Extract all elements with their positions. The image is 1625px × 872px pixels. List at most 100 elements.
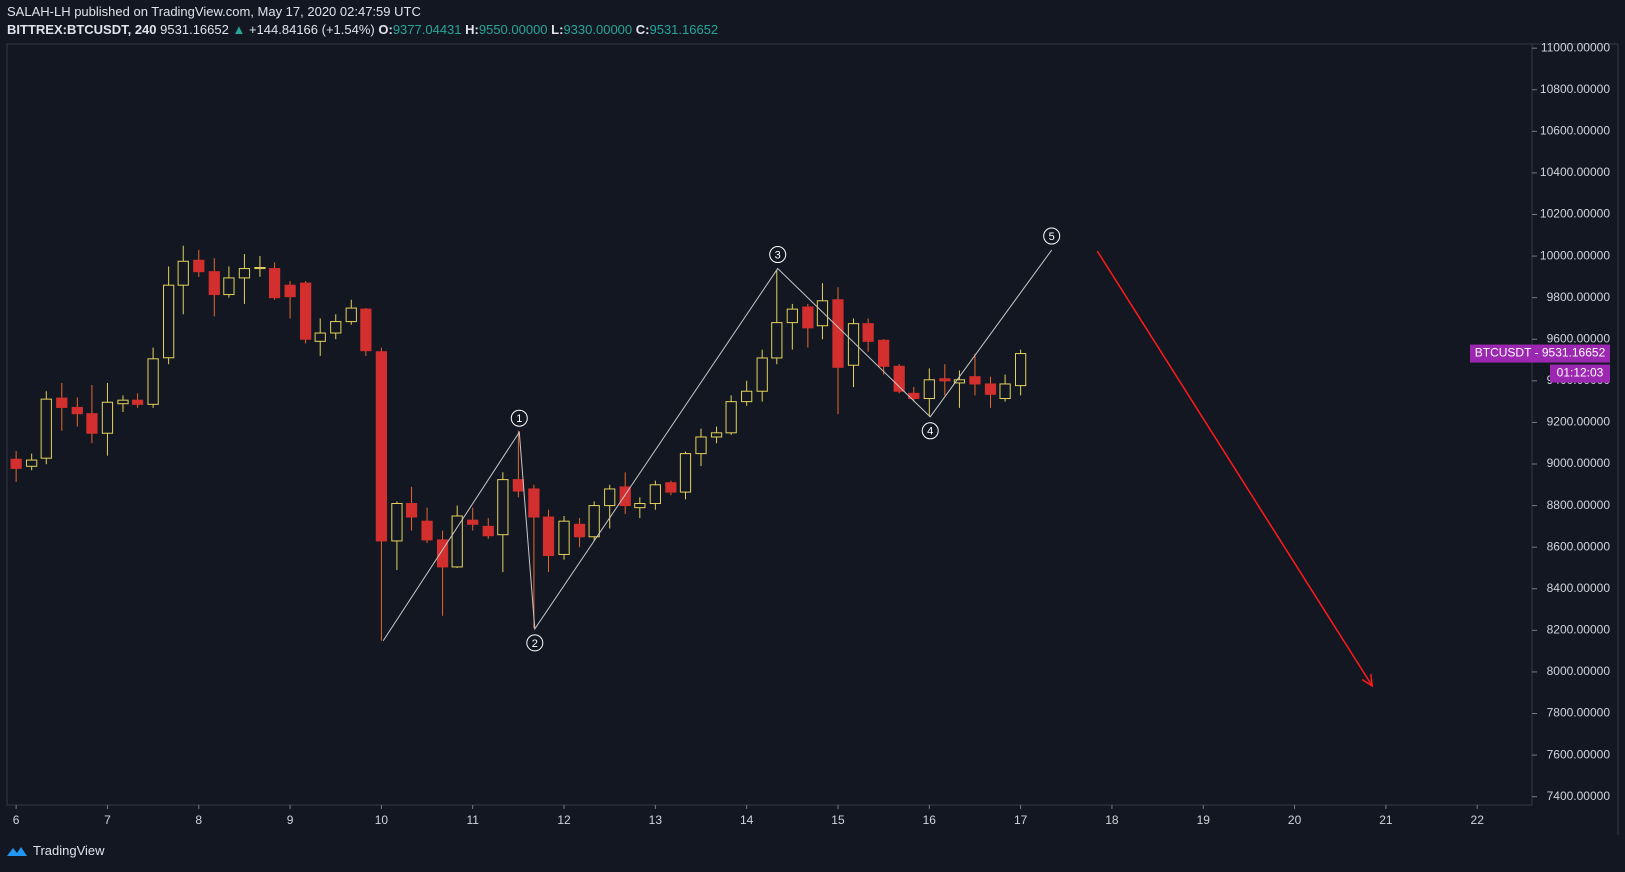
candle-body	[131, 399, 144, 405]
candle-body	[375, 351, 388, 542]
x-tick-label: 9	[287, 813, 294, 827]
candle-body	[528, 488, 540, 518]
candle-body	[71, 406, 83, 415]
x-tick-label: 15	[831, 813, 845, 827]
candle-body	[208, 271, 220, 296]
last-price: 9531.16652	[160, 22, 229, 37]
candle-body	[634, 503, 646, 509]
y-tick-label: 9000.00000	[1547, 456, 1611, 470]
candle-body	[649, 484, 661, 505]
x-tick-label: 19	[1197, 813, 1211, 827]
footer: TradingView	[6, 843, 105, 858]
x-tick-label: 17	[1014, 813, 1028, 827]
candle-body	[360, 308, 372, 352]
candle-body	[193, 259, 205, 273]
candle-body	[756, 357, 768, 392]
y-tick-label: 10200.00000	[1540, 207, 1610, 221]
wave-label: 3	[775, 249, 781, 261]
y-tick-label: 11000.00000	[1541, 40, 1611, 54]
candle-body	[558, 520, 570, 555]
wave-label: 1	[516, 413, 522, 425]
candle-body	[832, 299, 844, 368]
candle-body	[862, 323, 874, 342]
chart: 7400.00000 7600.00000 7800.00000 8000.00000…	[6, 40, 1619, 835]
y-tick-label: 8600.00000	[1547, 539, 1611, 553]
candle-body	[421, 520, 433, 541]
candle-body	[117, 399, 129, 405]
candle-body	[878, 339, 890, 367]
y-tick-label: 7600.00000	[1547, 747, 1611, 761]
countdown-box	[1550, 364, 1610, 383]
candle-body	[482, 525, 494, 537]
candle-body	[604, 488, 616, 507]
x-tick-label: 16	[923, 813, 937, 827]
wave-label-circle	[510, 409, 528, 427]
candle-body	[619, 486, 631, 507]
candle-body	[802, 306, 814, 329]
y-tick-label: 10000.00000	[1540, 248, 1610, 262]
o-label: O:	[378, 22, 393, 37]
price-label: BTCUSDT - 9531.16652	[1475, 346, 1606, 360]
y-tick-label: 8400.00000	[1547, 581, 1611, 595]
x-tick-label: 18	[1105, 813, 1119, 827]
candle-body	[497, 479, 509, 536]
y-tick-label: 10800.00000	[1540, 82, 1610, 96]
candle-body	[345, 307, 357, 323]
candle-body	[177, 260, 189, 286]
candle-body	[330, 321, 342, 334]
x-tick-label: 8	[195, 813, 202, 827]
candle-body	[163, 284, 175, 359]
candle-body	[984, 383, 997, 395]
wave-label-circle	[526, 634, 544, 652]
candle-body	[56, 397, 68, 408]
publisher-line: SALAH-LH published on TradingView.com, M…	[7, 4, 421, 19]
wave-label: 5	[1049, 231, 1055, 243]
candle-body	[542, 516, 555, 556]
wave-line	[382, 249, 1053, 642]
h-value: 9550.00000	[478, 22, 548, 37]
wave-label-circle	[769, 246, 787, 264]
candle-body	[725, 401, 737, 434]
candle-body	[786, 308, 798, 324]
y-tick-label: 7800.00000	[1547, 706, 1611, 720]
candle-body	[254, 267, 266, 270]
candle-body	[299, 282, 312, 340]
x-tick-label: 20	[1288, 813, 1302, 827]
logo	[7, 846, 27, 856]
candle-body	[436, 539, 449, 568]
candle-body	[238, 268, 251, 279]
change-arrow: ▲	[232, 22, 246, 37]
candle-body	[665, 482, 677, 493]
wave-label-circle	[921, 422, 939, 440]
symbol: BITTREX:BTCUSDT, 240	[7, 22, 157, 37]
change: +144.84166 (+1.54%)	[248, 22, 375, 37]
candle-body	[1014, 353, 1027, 387]
x-tick-label: 22	[1471, 813, 1485, 827]
candle-body	[284, 284, 296, 298]
countdown: 01:12:03	[1557, 366, 1604, 380]
candle-body	[86, 413, 98, 434]
y-tick-label: 7400.00000	[1547, 789, 1611, 803]
candle-body	[679, 453, 692, 493]
candle-body	[893, 365, 905, 392]
candle-body	[771, 322, 783, 359]
o-value: 9377.04431	[392, 22, 462, 37]
candle-body	[939, 378, 951, 382]
candle-body	[512, 479, 525, 492]
y-tick-label: 9600.00000	[1547, 331, 1611, 345]
candle-body	[999, 383, 1011, 400]
wave-label: 4	[927, 426, 933, 438]
price-label-box	[1470, 344, 1610, 363]
brand: TradingView	[33, 843, 105, 858]
y-tick-label: 9200.00000	[1547, 415, 1611, 429]
candle-body	[101, 401, 114, 434]
candle-body	[923, 379, 935, 400]
c-label: C:	[635, 22, 650, 37]
wave-label-circle	[1043, 227, 1061, 245]
x-tick-label: 14	[740, 813, 754, 827]
x-tick-label: 6	[13, 813, 20, 827]
candle-body	[40, 398, 52, 459]
candle-body	[573, 523, 586, 538]
l-value: 9330.00000	[563, 22, 633, 37]
